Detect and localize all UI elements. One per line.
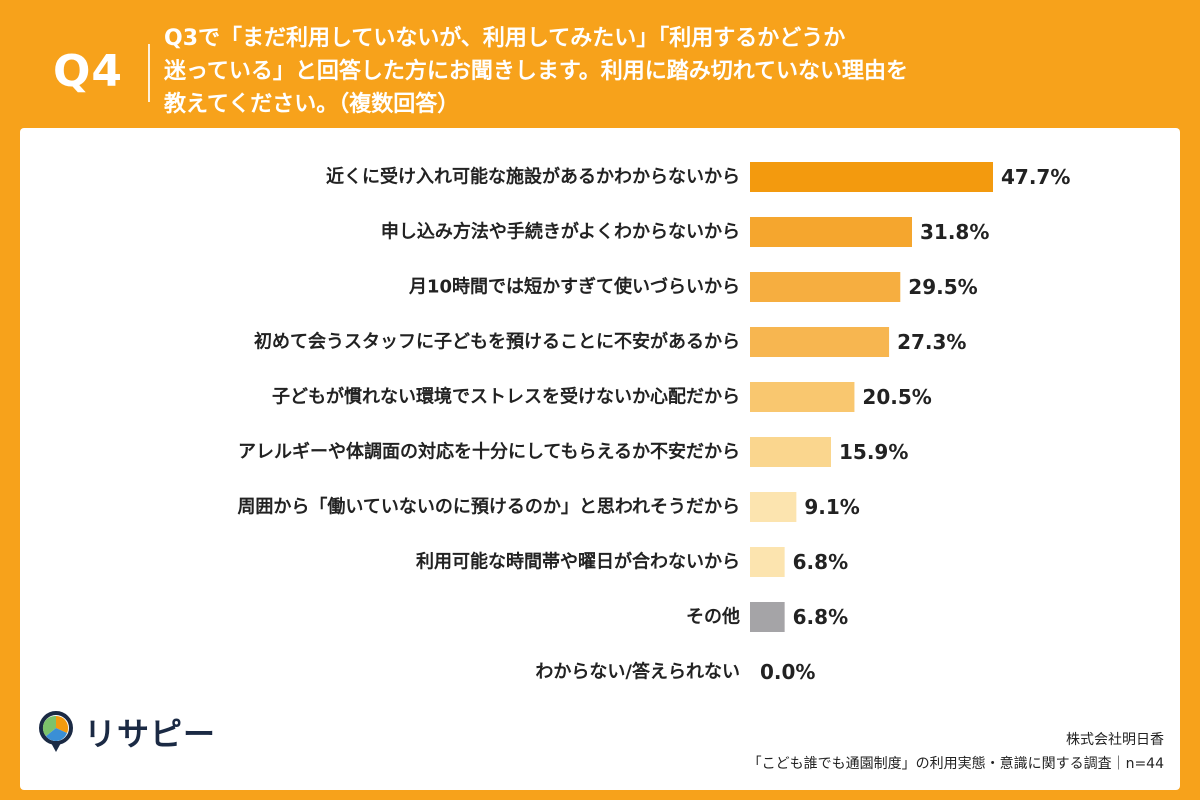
- value-label: 6.8%: [793, 605, 848, 629]
- question-text: Q3で「まだ利用していないが、利用してみたい」「利用するかどうか 迷っている」と…: [164, 22, 1064, 121]
- pin-logo-icon: [39, 711, 73, 752]
- bar: [750, 272, 901, 302]
- question-line: Q3で「まだ利用していないが、利用してみたい」「利用するかどうか: [164, 26, 846, 51]
- value-label: 31.8%: [920, 220, 989, 244]
- category-label: わからない/答えられない: [535, 661, 740, 683]
- category-label: 近くに受け入れ可能な施設があるかわからないから: [326, 166, 740, 188]
- bar: [750, 437, 831, 467]
- survey-source: 「こども誰でも通園制度」の利用実態・意識に関する調査｜n=44: [747, 756, 1164, 772]
- question-number: Q4: [52, 46, 124, 97]
- value-label: 9.1%: [804, 495, 859, 519]
- category-label: 月10時間では短かすぎて使いづらいから: [408, 276, 740, 298]
- question-header: Q4 Q3で「まだ利用していないが、利用してみたい」「利用するかどうか 迷ってい…: [0, 0, 1200, 128]
- bar-chart: 近くに受け入れ可能な施設があるかわからないから 47.7% 申し込み方法や手続きがよ…: [237, 162, 1070, 684]
- bar: [750, 492, 797, 522]
- bar: [750, 602, 785, 632]
- value-label: 29.5%: [908, 275, 977, 299]
- bar: [750, 327, 890, 357]
- category-label: 初めて会うスタッフに子どもを預けることに不安があるから: [254, 331, 740, 353]
- value-label: 27.3%: [897, 330, 966, 354]
- value-label: 0.0%: [760, 660, 815, 684]
- bar: [750, 382, 855, 412]
- value-label: 15.9%: [839, 440, 908, 464]
- header-divider: [148, 44, 150, 102]
- brand-logo: リサピー: [36, 710, 216, 754]
- category-label: 子どもが慣れない環境でストレスを受けないか心配だから: [272, 386, 740, 408]
- category-label: その他: [686, 606, 740, 628]
- company-name: 株式会社明日香: [1066, 732, 1164, 748]
- category-label: 周囲から「働いていないのに預けるのか」と思われそうだから: [237, 496, 740, 518]
- survey-credit: 株式会社明日香 「こども誰でも通園制度」の利用実態・意識に関する調査｜n=44: [748, 728, 1164, 776]
- question-line: 教えてください。（複数回答）: [164, 92, 460, 117]
- value-label: 20.5%: [862, 385, 931, 409]
- bar: [750, 162, 993, 192]
- value-label: 47.7%: [1001, 165, 1070, 189]
- category-label: 申し込み方法や手続きがよくわからないから: [381, 221, 740, 243]
- chart-panel: 近くに受け入れ可能な施設があるかわからないから 47.7% 申し込み方法や手続きがよ…: [20, 128, 1180, 790]
- value-label: 6.8%: [793, 550, 848, 574]
- question-line: 迷っている」と回答した方にお聞きします。利用に踏み切れていない理由を: [164, 59, 909, 84]
- category-label: アレルギーや体調面の対応を十分にしてもらえるか不安だから: [238, 441, 740, 463]
- brand-name: リサピー: [84, 715, 217, 753]
- category-label: 利用可能な時間帯や曜日が合わないから: [416, 551, 740, 573]
- bar: [750, 547, 785, 577]
- bar: [750, 217, 912, 247]
